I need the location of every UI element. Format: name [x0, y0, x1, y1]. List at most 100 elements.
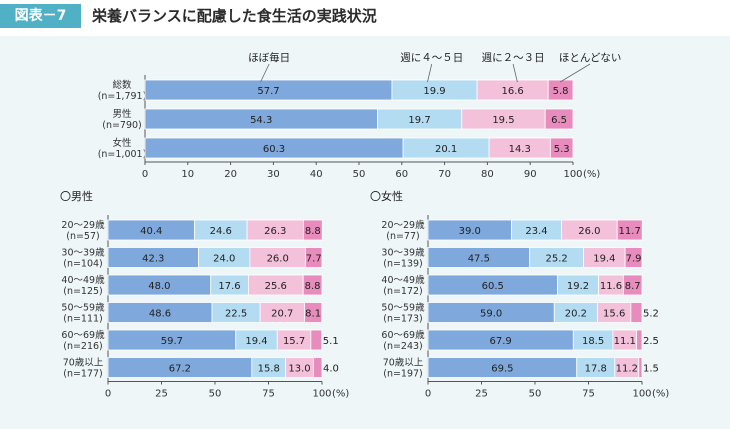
x-tick-label: 100	[312, 389, 331, 400]
x-tick-label: 80	[481, 169, 494, 180]
x-tick-label: 10	[181, 169, 194, 180]
data-label: 19.2	[567, 281, 589, 292]
data-label: 54.3	[250, 115, 272, 126]
data-label: 25.2	[545, 254, 567, 265]
data-label: 67.9	[490, 336, 512, 347]
category-n-label: (n=197)	[383, 369, 423, 380]
legend-leader-line	[260, 63, 270, 83]
data-label: 2.5	[643, 336, 659, 347]
chart-title: 〇男性	[60, 189, 93, 203]
category-n-label: (n=111)	[63, 314, 103, 325]
x-tick-label: 0	[105, 389, 111, 400]
series-legend-label: ほぼ毎日	[248, 51, 290, 64]
data-label: 11.1	[614, 336, 636, 347]
data-label: 47.5	[468, 254, 490, 265]
x-tick-label: 20	[224, 169, 237, 180]
category-n-label: (n=104)	[63, 259, 103, 270]
chart-title: 〇女性	[370, 189, 403, 203]
category-label: 40～49歳	[61, 274, 105, 286]
series-legend-label: 週に４～５日	[400, 52, 463, 64]
category-label: 50～59歳	[381, 302, 425, 314]
data-label: 11.2	[616, 364, 638, 375]
bar-segment	[302, 219, 323, 241]
x-tick-label: 0	[142, 169, 148, 180]
x-tick-label: 70	[438, 169, 451, 180]
category-label: 20～29歳	[381, 219, 425, 231]
x-tick-label: 60	[395, 169, 408, 180]
bar-segment	[638, 357, 643, 378]
category-label: 総数	[112, 79, 132, 91]
data-label: 24.6	[210, 226, 232, 237]
charts-canvas: 総数(n=1,791) 男性(n=790) 女性(n=1,001) 0 10 20 30 40…	[60, 51, 669, 400]
data-label: 6.5	[551, 115, 567, 126]
data-label: 8.8	[305, 281, 321, 292]
category-n-label: (n=125)	[63, 286, 103, 297]
bar-segment	[549, 137, 574, 159]
data-label: 8.1	[305, 309, 321, 320]
bar-segment	[313, 357, 323, 378]
bar-segment	[624, 247, 643, 268]
x-tick-label: 40	[310, 169, 323, 180]
x-tick-label: 90	[524, 169, 537, 180]
data-label: 7.7	[306, 254, 322, 265]
data-label: 39.0	[459, 226, 481, 237]
bar-segment	[310, 329, 323, 351]
bar-segment	[544, 108, 574, 130]
category-n-label: (n=216)	[63, 341, 103, 352]
category-n-label: (n=57)	[66, 231, 99, 242]
data-label: 69.5	[491, 364, 513, 375]
x-tick-label: 75	[582, 389, 595, 400]
legend-leader-line	[512, 63, 518, 83]
figure-label: 図表－7	[0, 4, 81, 28]
x-unit-label: (%)	[652, 389, 669, 400]
x-tick-label: 25	[475, 389, 488, 400]
category-n-label: (n=172)	[383, 286, 423, 297]
data-label: 48.0	[148, 281, 170, 292]
data-label: 8.7	[625, 281, 641, 292]
category-n-label: (n=77)	[386, 231, 419, 242]
category-label: 20～29歳	[61, 219, 105, 231]
data-label: 11.6	[600, 281, 622, 292]
data-label: 24.0	[213, 254, 235, 265]
data-label: 19.7	[408, 115, 430, 126]
data-label: 20.7	[271, 309, 293, 320]
x-tick-label: 75	[262, 389, 275, 400]
data-label: 5.1	[323, 336, 339, 347]
data-label: 40.4	[140, 226, 162, 237]
category-label: 30～39歳	[61, 247, 105, 259]
data-label: 8.8	[305, 226, 321, 237]
x-unit-label: (%)	[583, 169, 600, 180]
data-label: 17.6	[218, 281, 240, 292]
category-label: 30～39歳	[381, 247, 425, 259]
x-tick-label: 25	[155, 389, 168, 400]
bar-segment	[305, 247, 323, 268]
x-tick-label: 100	[563, 169, 582, 180]
figure-header: 図表－7 栄養バランスに配慮した食生活の実践状況	[0, 0, 730, 32]
data-label: 15.8	[258, 364, 280, 375]
x-unit-label: (%)	[332, 389, 349, 400]
data-label: 19.5	[492, 115, 514, 126]
category-n-label: (n=177)	[63, 369, 103, 380]
category-label: 40～49歳	[381, 274, 425, 286]
legend-leader-line	[427, 63, 433, 83]
data-label: 22.5	[225, 309, 247, 320]
data-label: 1.5	[643, 364, 659, 375]
data-label: 13.0	[288, 364, 310, 375]
data-label: 48.6	[149, 309, 171, 320]
x-tick-label: 50	[529, 389, 542, 400]
data-label: 20.2	[565, 309, 587, 320]
data-label: 19.4	[593, 254, 615, 265]
x-tick-label: 100	[632, 389, 651, 400]
bar-segment	[636, 329, 643, 351]
data-label: 5.2	[643, 309, 659, 320]
data-label: 11.7	[619, 226, 641, 237]
data-label: 20.1	[435, 144, 457, 155]
category-n-label: (n=790)	[102, 120, 142, 131]
data-label: 67.2	[169, 364, 191, 375]
data-label: 26.0	[267, 254, 289, 265]
bar-segment	[630, 302, 643, 323]
data-label: 16.6	[502, 86, 524, 97]
data-label: 7.9	[626, 254, 642, 265]
data-label: 59.0	[480, 309, 502, 320]
category-label: 70歳以上	[383, 357, 424, 369]
